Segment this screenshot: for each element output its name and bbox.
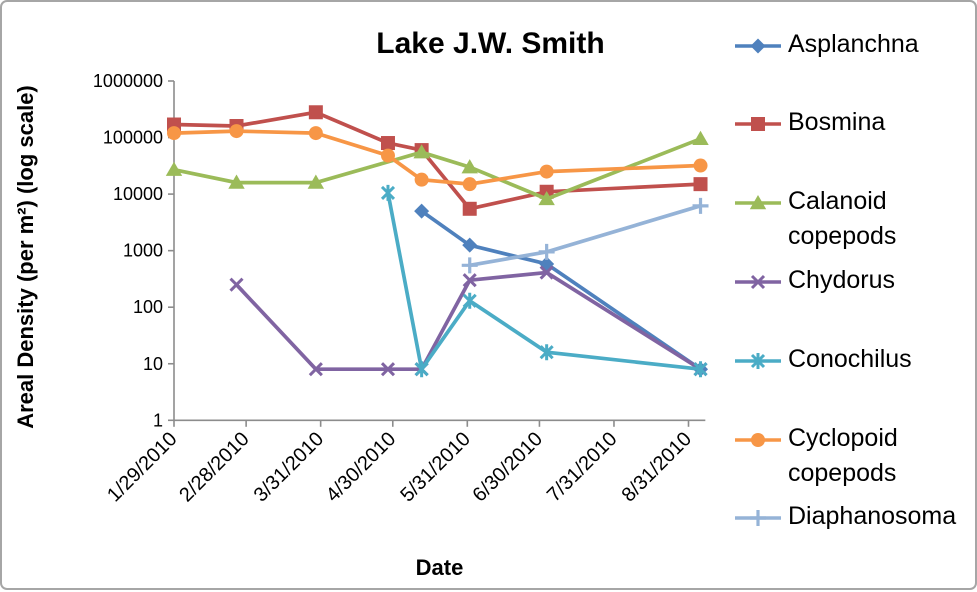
x-tick-label: 6/30/2010: [468, 428, 546, 506]
series-diaphanosoma: [461, 197, 709, 274]
legend-marker-conochilus: [735, 352, 781, 369]
legend-label-conochilus: Conochilus: [788, 344, 912, 373]
data-point-marker: [461, 257, 478, 274]
legend-item-calanoid-copepods: Calanoid copepods: [735, 184, 950, 254]
series-conochilus: [380, 184, 708, 378]
series-line-diaphanosoma: [469, 204, 702, 268]
data-point-marker: [462, 201, 477, 216]
y-tick-label: 10: [143, 354, 163, 374]
data-point-marker: [380, 184, 396, 201]
legend-marker-chydorus: [735, 274, 781, 289]
data-point-marker: [539, 265, 554, 280]
x-tick-label: 8/31/2010: [618, 428, 696, 506]
data-point-marker: [462, 177, 477, 192]
data-point-marker: [751, 117, 765, 132]
data-point-marker: [461, 159, 478, 174]
data-point-marker: [380, 362, 396, 377]
legend-item-asplanchna: Asplanchna: [735, 27, 950, 62]
series-bosmina: [167, 105, 708, 216]
legend-label-asplanchna: Asplanchna: [788, 29, 919, 58]
x-tick-label: 5/31/2010: [396, 428, 474, 506]
data-point-marker: [749, 195, 767, 210]
series-line-asplanchna: [420, 209, 702, 371]
series-cyclopoid-copepods: [167, 124, 708, 192]
y-tick-label: 100000: [103, 128, 163, 148]
legend-marker-bosmina: [735, 117, 781, 132]
data-point-marker: [462, 237, 478, 253]
data-point-marker: [693, 177, 708, 192]
x-axis-title: Date: [415, 555, 464, 580]
x-tick-labels: 1/29/20102/28/20103/31/20104/30/20105/31…: [103, 428, 696, 506]
legend-item-bosmina: Bosmina: [735, 105, 950, 140]
data-point-marker: [462, 273, 477, 288]
legend-label-diaphanosoma: Diaphanosoma: [788, 502, 957, 531]
legend-item-diaphanosoma: Diaphanosoma: [735, 499, 957, 534]
series-line-cyclopoid-copepods: [173, 129, 701, 186]
legend-label-chydorus: Chydorus: [788, 265, 895, 294]
data-point-marker: [165, 161, 183, 176]
data-point-marker: [414, 172, 429, 187]
data-point-marker: [413, 144, 430, 159]
data-point-marker: [462, 292, 477, 309]
x-tick-label: 1/29/2010: [103, 428, 181, 506]
data-point-marker: [307, 174, 325, 189]
data-point-marker: [538, 190, 555, 206]
data-point-marker: [751, 432, 765, 447]
data-point-marker: [538, 243, 555, 260]
data-point-marker: [693, 158, 708, 173]
legend-marker-calanoid-copepods: [735, 195, 781, 210]
data-point-marker: [308, 126, 323, 141]
series-line-bosmina: [173, 110, 701, 211]
y-tick-label: 1000: [123, 241, 163, 261]
data-point-marker: [539, 164, 554, 179]
y-tick-label: 100: [133, 297, 163, 317]
y-tick-label: 1: [153, 410, 163, 430]
y-tick-labels: 1 10 100 1000 10000 100000 1000000: [93, 71, 163, 430]
legend-label-bosmina: Bosmina: [788, 108, 886, 137]
x-tick-label: 4/30/2010: [322, 428, 400, 506]
data-point-marker: [750, 38, 766, 53]
legend-item-conochilus: Conochilus: [735, 342, 950, 377]
data-point-marker: [750, 274, 766, 289]
data-point-marker: [693, 361, 708, 378]
data-point-marker: [692, 197, 709, 214]
series-chydorus: [229, 265, 708, 377]
legend-marker-diaphanosoma: [735, 510, 781, 527]
data-point-marker: [539, 344, 554, 361]
legend-label-cyclopoid-copepods: Cyclopoid copepods: [788, 423, 898, 487]
y-tick-label: 10000: [113, 184, 163, 204]
data-point-marker: [380, 148, 395, 163]
data-point-marker: [228, 174, 245, 189]
legend-marker-asplanchna: [735, 38, 781, 53]
legend-item-chydorus: Chydorus: [735, 263, 950, 298]
x-tick-label: 7/31/2010: [543, 428, 621, 506]
data-point-marker: [414, 361, 429, 378]
x-tick-label: 3/31/2010: [250, 428, 328, 506]
y-axis-title: Areal Density (per m²) (log scale): [13, 85, 38, 429]
data-point-marker: [229, 277, 244, 292]
data-point-marker: [308, 105, 323, 120]
legend: Asplanchna Bosmina Calanoid copepods Chydor…: [735, 2, 970, 592]
legend-item-cyclopoid-copepods: Cyclopoid copepods: [735, 421, 950, 491]
data-point-marker: [308, 362, 323, 377]
data-point-marker: [414, 203, 430, 219]
series-asplanchna: [414, 203, 709, 377]
legend-marker-cyclopoid-copepods: [735, 432, 781, 447]
data-point-marker: [229, 124, 244, 139]
data-point-marker: [750, 510, 766, 527]
data-point-marker: [750, 352, 766, 369]
data-point-marker: [692, 130, 709, 146]
chart-title: Lake J.W. Smith: [376, 27, 605, 60]
data-point-marker: [167, 126, 181, 141]
series-calanoid-copepods: [165, 130, 709, 206]
x-tick-label: 2/28/2010: [175, 428, 253, 506]
legend-label-calanoid-copepods: Calanoid copepods: [788, 187, 897, 251]
data-point-marker: [380, 136, 395, 151]
y-tick-label: 1000000: [93, 71, 163, 91]
